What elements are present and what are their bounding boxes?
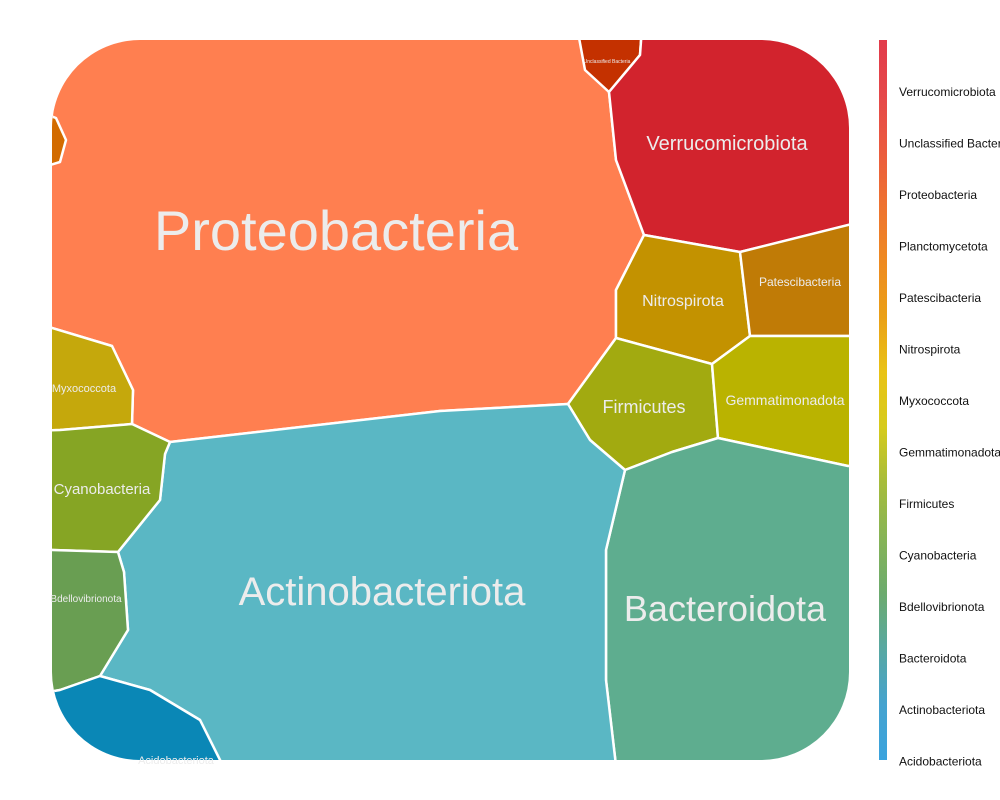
cell-cyanobacteria: [52, 422, 172, 554]
label-proteobacteria: Proteobacteria: [154, 199, 519, 262]
label-verrucomicrobiota: Verrucomicrobiota: [646, 133, 808, 155]
legend-labels: Verrucomicrobiota Unclassified Bacteria Pr…: [899, 85, 1000, 769]
cell-labels: Proteobacteria Actinobacteriota Bacteroi…: [50, 59, 844, 767]
cell-patescibacteria: [738, 210, 849, 338]
legend-item: Bacteroidota: [899, 652, 967, 666]
label-bacteroidota: Bacteroidota: [624, 588, 827, 629]
label-myxococcota: Myxococcota: [52, 383, 117, 395]
label-acidobacteriota: Acidobacteriota: [138, 755, 215, 767]
legend-color-bar: [879, 40, 887, 760]
label-unclassified-bacteria: Unclassified Bacteria: [584, 59, 631, 65]
legend-item: Nitrospirota: [899, 343, 961, 357]
treemap-cells: [52, 40, 849, 760]
legend-item: Planctomycetota: [899, 240, 988, 254]
legend-item: Unclassified Bacteria: [899, 137, 1000, 151]
legend-item: Firmicutes: [899, 497, 954, 511]
legend-item: Gemmatimonadota: [899, 446, 1000, 460]
label-patescibacteria: Patescibacteria: [759, 275, 841, 289]
legend-item: Myxococcota: [899, 394, 969, 408]
cell-bdellovibrionota: [52, 546, 130, 702]
label-gemmatimonadota: Gemmatimonadota: [725, 392, 844, 408]
label-nitrospirota: Nitrospirota: [642, 293, 724, 310]
label-firmicutes: Firmicutes: [602, 397, 685, 417]
legend-item: Actinobacteriota: [899, 703, 985, 717]
legend-item: Acidobacteriota: [899, 755, 982, 769]
label-cyanobacteria: Cyanobacteria: [54, 481, 151, 498]
cell-planctomycetota: [52, 110, 68, 170]
legend-item: Patescibacteria: [899, 291, 981, 305]
cell-verrucomicrobiota: [607, 40, 849, 254]
legend: Verrucomicrobiota Unclassified Bacteria Pr…: [879, 40, 1000, 769]
legend-item: Bdellovibrionota: [899, 600, 985, 614]
label-bdellovibrionota: Bdellovibrionota: [50, 594, 122, 605]
label-actinobacteriota: Actinobacteriota: [239, 570, 527, 614]
cell-acidobacteriota: [52, 674, 242, 760]
legend-item: Cyanobacteria: [899, 549, 977, 563]
legend-item: Proteobacteria: [899, 188, 977, 202]
cell-myxococcota: [52, 318, 135, 434]
legend-item: Verrucomicrobiota: [899, 85, 996, 99]
